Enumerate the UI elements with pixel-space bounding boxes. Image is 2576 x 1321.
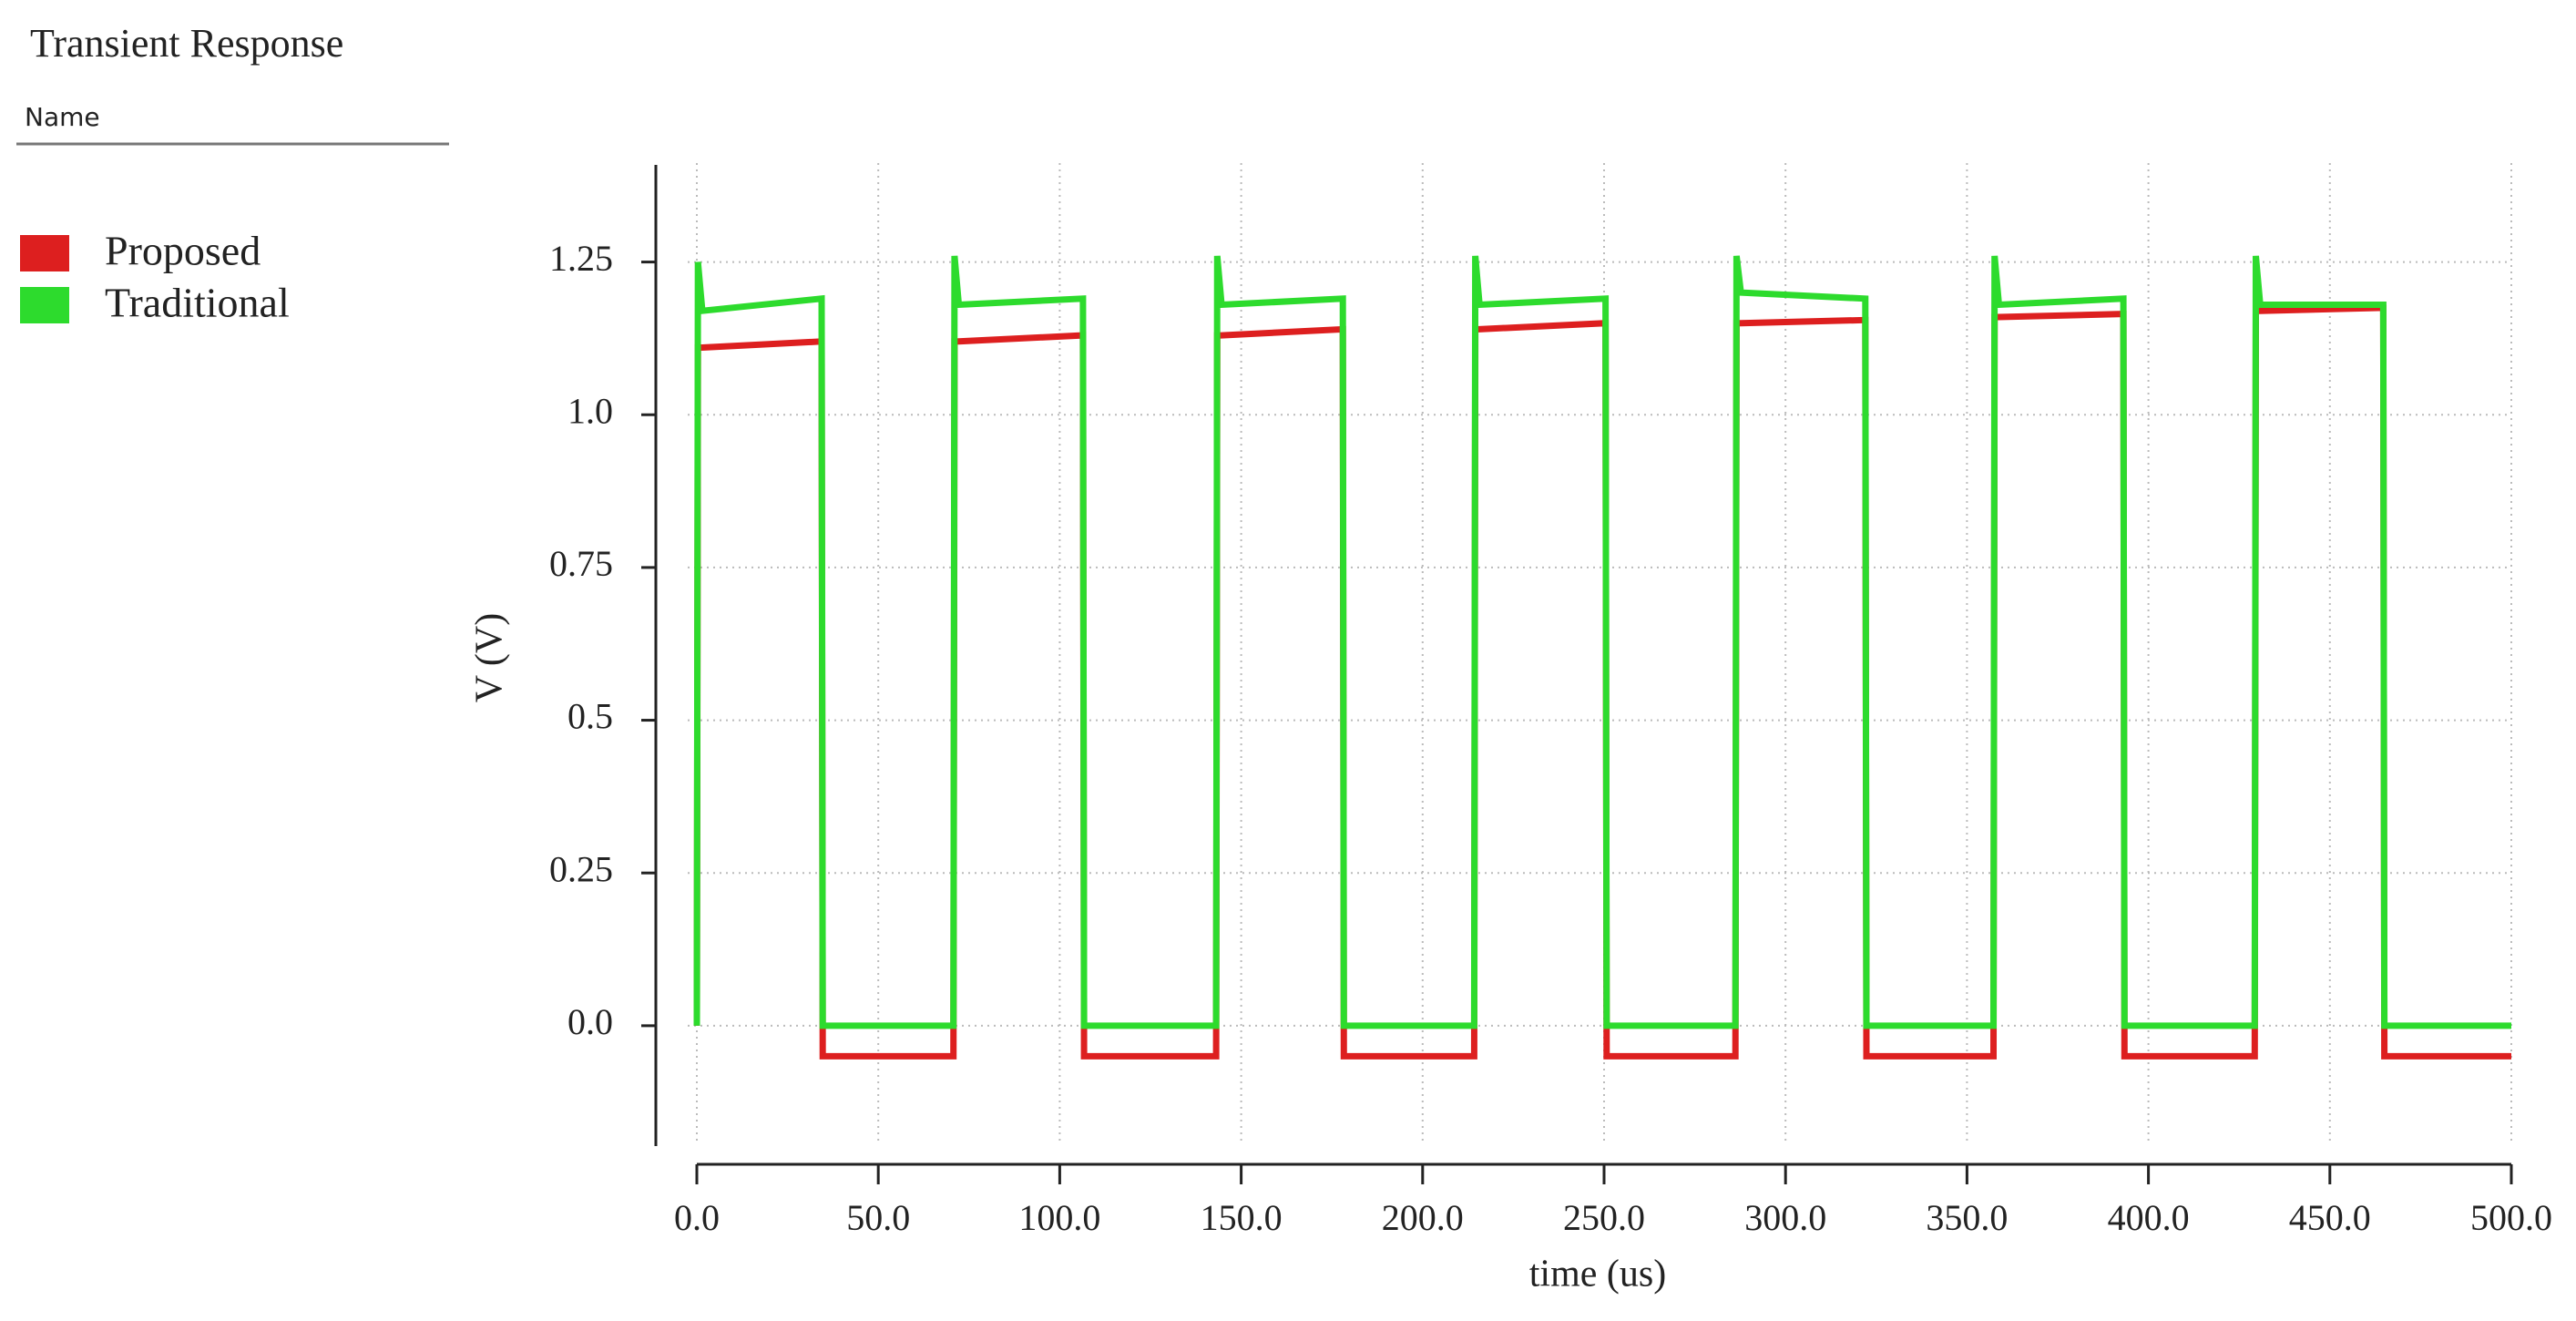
x-tick-label: 450.0 [2289, 1197, 2371, 1238]
x-tick-label: 150.0 [1201, 1197, 1283, 1238]
y-tick-label: 0.0 [567, 1001, 613, 1042]
x-tick-label: 100.0 [1018, 1197, 1100, 1238]
legend-label: Proposed [105, 228, 261, 274]
x-tick-label: 300.0 [1744, 1197, 1826, 1238]
x-tick-label: 200.0 [1382, 1197, 1464, 1238]
legend-swatch [20, 287, 69, 323]
x-tick-label: 350.0 [1926, 1197, 2008, 1238]
x-axis-title: time (us) [1529, 1254, 1666, 1295]
y-tick-label: 1.25 [549, 238, 613, 279]
x-tick-label: 250.0 [1563, 1197, 1645, 1238]
plot-lines [693, 255, 2511, 1060]
y-axis-title: V (V) [469, 613, 511, 702]
legend: Proposed Traditional [20, 228, 290, 326]
x-tick-label: 500.0 [2470, 1197, 2552, 1238]
legend-label: Traditional [105, 280, 290, 326]
y-tick-label: 0.5 [567, 696, 613, 737]
legend-title: Name [25, 102, 100, 132]
y-tick-label: 0.25 [549, 848, 613, 889]
y-tick-label: 0.75 [549, 543, 613, 584]
x-tick-label: 50.0 [846, 1197, 910, 1238]
grid [688, 163, 2512, 1141]
chart-title: Transient Response [30, 21, 343, 66]
x-tick-label: 400.0 [2108, 1197, 2190, 1238]
series-line [693, 255, 2511, 1029]
legend-swatch [20, 235, 69, 271]
y-tick-label: 1.0 [567, 390, 613, 431]
x-tick-label: 0.0 [674, 1197, 720, 1238]
